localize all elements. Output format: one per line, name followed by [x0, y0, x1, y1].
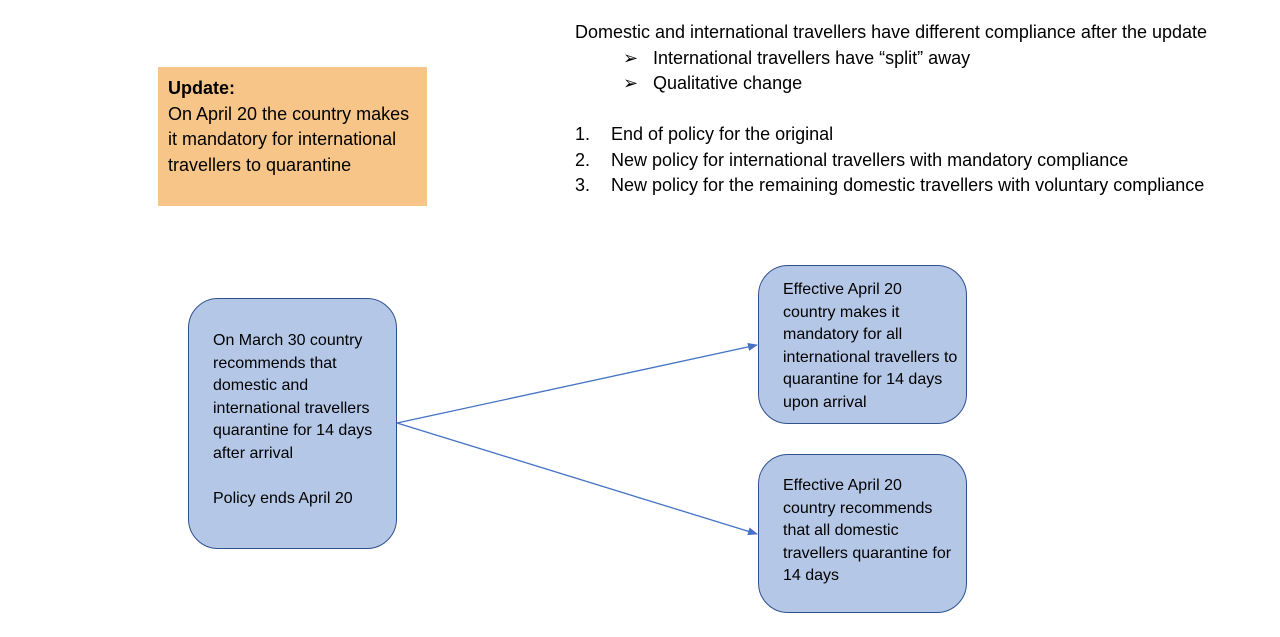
node-international-policy-text: Effective April 20 country makes it mand… — [783, 281, 958, 411]
node-domestic-policy-text: Effective April 20 country recommends th… — [783, 477, 952, 584]
node-domestic-policy: Effective April 20 country recommends th… — [758, 454, 967, 613]
bullet-item: ➢ International travellers have “split” … — [623, 46, 1215, 72]
node-original-policy-text: On March 30 country recommends that dome… — [213, 332, 373, 462]
item-number: 3. — [575, 175, 591, 195]
item-text: New policy for international travellers … — [611, 149, 1129, 170]
item-number: 1. — [575, 124, 591, 144]
update-text: On April 20 the country makes it mandato… — [168, 103, 410, 175]
node-original-policy: On March 30 country recommends that dome… — [188, 298, 397, 549]
arrowhead-bullet-icon: ➢ — [623, 47, 639, 68]
node-original-policy-note: Policy ends April 20 — [213, 489, 353, 507]
bullet-item: ➢ Qualitative change — [623, 71, 1215, 97]
bullet-text: Qualitative change — [653, 73, 803, 93]
numbered-item: 2. New policy for international travelle… — [575, 148, 1215, 174]
update-callout: Update: On April 20 the country makes it… — [158, 67, 427, 206]
bullet-text: International travellers have “split” aw… — [653, 47, 971, 68]
numbered-item: 3. New policy for the remaining domestic… — [575, 173, 1215, 199]
summary-intro: Domestic and international travellers ha… — [575, 22, 1208, 42]
node-international-policy: Effective April 20 country makes it mand… — [758, 265, 967, 424]
summary-text-block: Domestic and international travellers ha… — [575, 20, 1215, 199]
summary-numbered-list: 1. End of policy for the original 2. New… — [575, 122, 1215, 199]
summary-bullet-list: ➢ International travellers have “split” … — [575, 46, 1215, 97]
item-text: New policy for the remaining domestic tr… — [611, 175, 1205, 195]
update-heading: Update: — [168, 78, 235, 98]
arrow-to-domestic-node — [396, 422, 758, 536]
arrow-to-international-node — [396, 342, 758, 424]
numbered-item: 1. End of policy for the original — [575, 122, 1215, 148]
item-number: 2. — [575, 149, 591, 170]
item-text: End of policy for the original — [611, 124, 834, 144]
arrowhead-bullet-icon: ➢ — [623, 73, 639, 93]
